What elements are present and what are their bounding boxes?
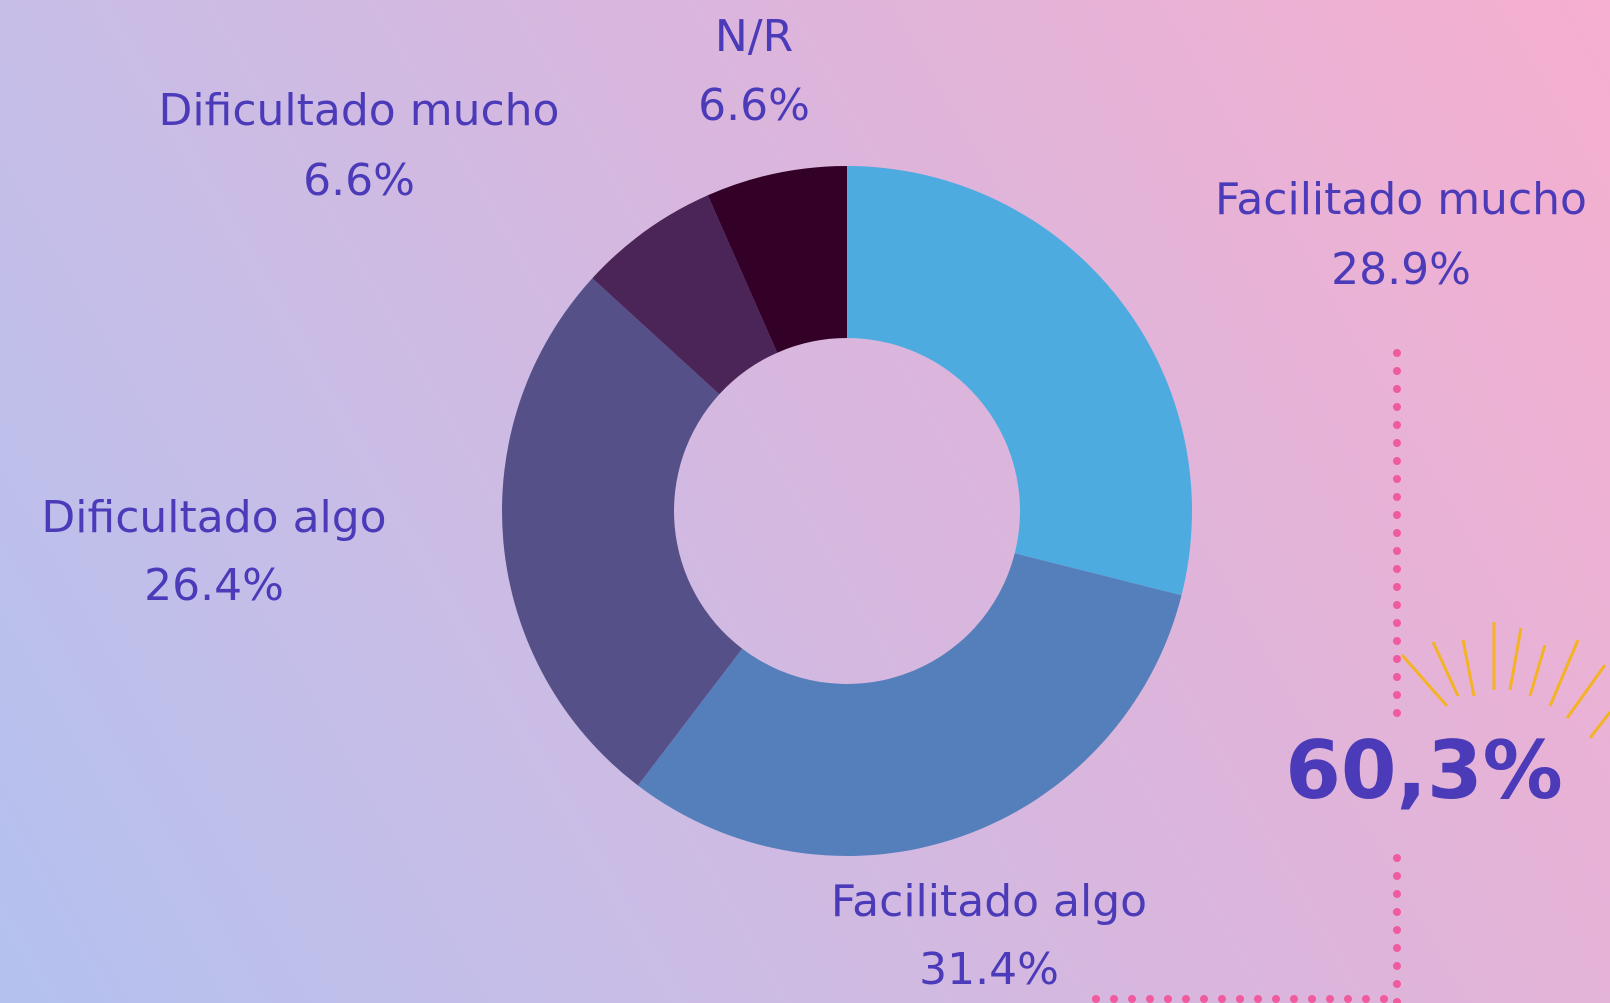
annotation: 60,3% <box>1285 724 1563 817</box>
slice-label: N/R <box>715 11 793 62</box>
value-label: 6.6% <box>303 155 415 206</box>
slice-label: Dificultado algo <box>41 492 386 543</box>
sunburst <box>1402 622 1610 738</box>
chart: 60,3% Facilitado mucho 28.9% Facilitado al… <box>0 0 1610 1003</box>
value-label: 26.4% <box>144 560 284 611</box>
slice <box>638 553 1182 856</box>
slice <box>847 166 1192 595</box>
value-label: 28.9% <box>1331 244 1471 295</box>
page: {"chart_data": {"type": "donut", "catego… <box>0 0 1610 1003</box>
value-label: 31.4% <box>919 944 1059 995</box>
slice-label: Dificultado mucho <box>159 85 560 136</box>
slice-label: Facilitado mucho <box>1215 174 1587 225</box>
slices <box>502 166 1192 856</box>
slice-label: Facilitado algo <box>831 876 1147 927</box>
value-label: 6.6% <box>698 80 810 131</box>
